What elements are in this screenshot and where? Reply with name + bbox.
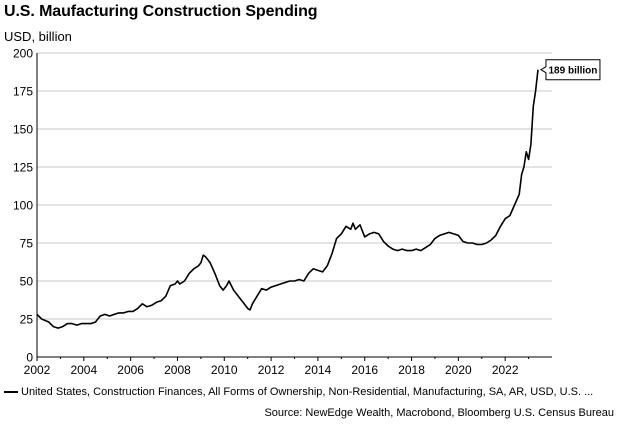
y-axis-unit-label: USD, billion [4, 29, 72, 44]
series-line-0 [36, 69, 539, 329]
x-tick-label: 2002 [24, 363, 51, 377]
legend-line-swatch [4, 391, 18, 393]
x-tick-label: 2004 [70, 363, 97, 377]
annotation-label: 189 billion [549, 66, 598, 77]
x-tick-label: 2012 [258, 363, 285, 377]
x-tick-label: 2022 [492, 363, 519, 377]
y-tick-label: 175 [13, 85, 33, 99]
y-tick-label: 125 [13, 161, 33, 175]
x-tick-label: 2018 [398, 363, 425, 377]
y-tick-label: 200 [13, 47, 33, 61]
x-tick-label: 2016 [351, 363, 378, 377]
x-tick-label: 2008 [164, 363, 191, 377]
y-tick-label: 100 [13, 199, 33, 213]
y-tick-label: 0 [26, 351, 33, 365]
x-tick-label: 2010 [211, 363, 238, 377]
y-tick-label: 150 [13, 123, 33, 137]
annotation-callout-box [539, 59, 601, 81]
y-tick-label: 25 [20, 313, 34, 327]
x-tick-label: 2014 [305, 363, 332, 377]
source-note: Source: NewEdge Wealth, Macrobond, Bloom… [264, 407, 614, 419]
x-tick-label: 2006 [117, 363, 144, 377]
x-tick-label: 2020 [445, 363, 472, 377]
chart-title: U.S. Maufacturing Construction Spending [4, 3, 318, 20]
y-tick-label: 50 [20, 275, 34, 289]
legend: United States, Construction Finances, Al… [4, 386, 593, 398]
legend-label: United States, Construction Finances, Al… [21, 386, 594, 398]
y-tick-label: 75 [20, 237, 34, 251]
